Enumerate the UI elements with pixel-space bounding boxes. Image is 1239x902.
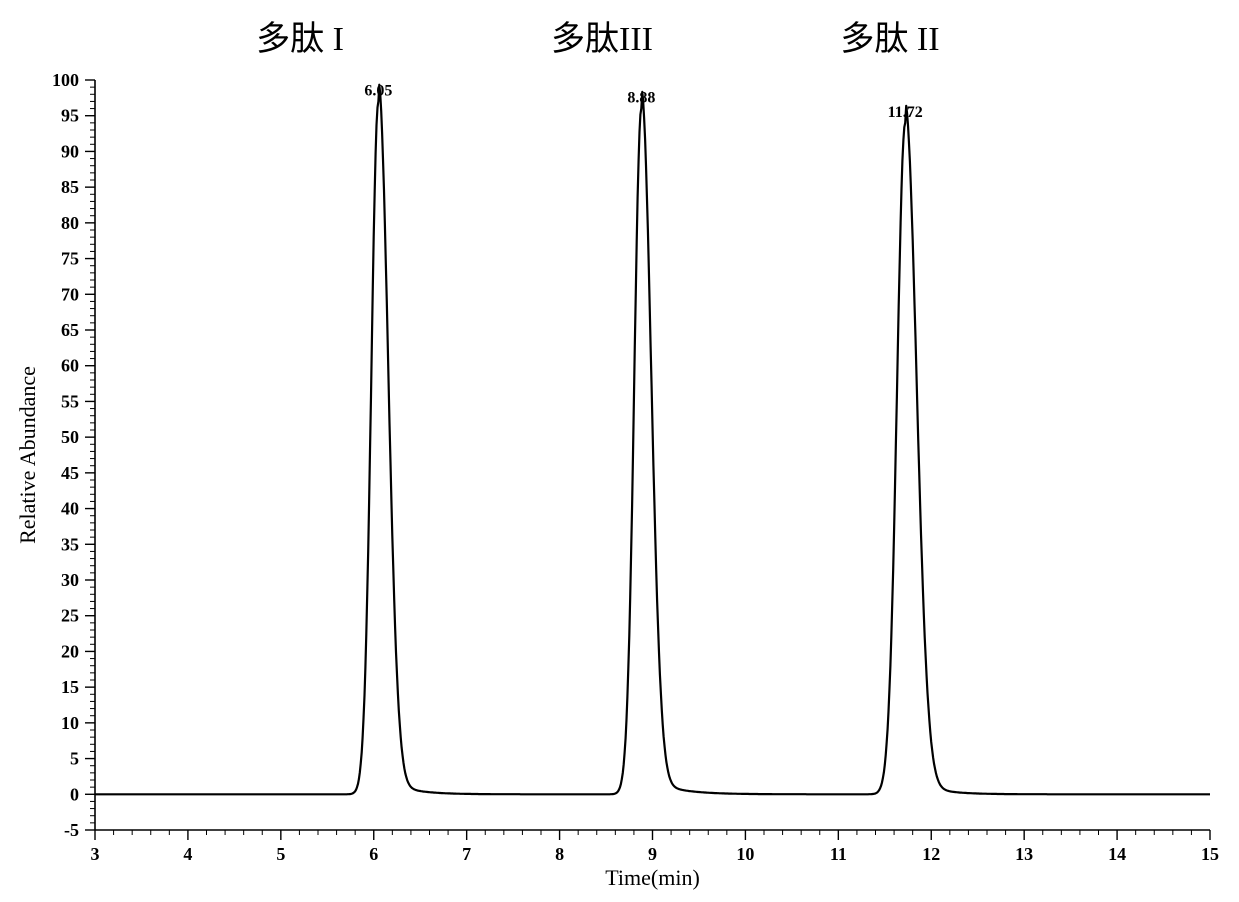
y-tick-label: 70	[61, 284, 79, 304]
chart-background	[0, 0, 1239, 902]
y-tick-label: 10	[61, 713, 79, 733]
x-tick-label: 12	[922, 844, 940, 864]
y-tick-label: 50	[61, 427, 79, 447]
x-tick-label: 11	[830, 844, 847, 864]
peak-label-3: 11.72	[888, 104, 923, 121]
peak-title-2: 多肽III	[551, 20, 653, 58]
y-tick-label: 100	[52, 70, 79, 90]
y-tick-label: 80	[61, 213, 79, 233]
y-tick-label: 60	[61, 356, 79, 376]
y-tick-label: 20	[61, 641, 79, 661]
y-tick-label: 45	[61, 463, 79, 483]
y-tick-label: 40	[61, 499, 79, 519]
y-tick-label: 75	[61, 249, 79, 269]
x-tick-label: 5	[276, 844, 285, 864]
y-tick-label: 55	[61, 391, 79, 411]
chromatogram-svg: 多肽 I多肽III多肽 II3456789101112131415Time(mi…	[0, 0, 1239, 902]
x-tick-label: 8	[555, 844, 564, 864]
x-tick-label: 4	[183, 844, 192, 864]
y-tick-label: 25	[61, 606, 79, 626]
y-tick-label: 95	[61, 106, 79, 126]
y-tick-label: 35	[61, 534, 79, 554]
y-tick-label: 15	[61, 677, 79, 697]
y-tick-label: 90	[61, 141, 79, 161]
x-tick-label: 9	[648, 844, 657, 864]
peak-title-1: 多肽 I	[256, 20, 344, 58]
y-tick-label: 0	[70, 784, 79, 804]
x-tick-label: 15	[1201, 844, 1219, 864]
x-tick-label: 6	[369, 844, 378, 864]
y-axis-label: Relative Abundance	[15, 366, 40, 544]
peak-title-3: 多肽 II	[840, 20, 939, 58]
y-tick-label: 65	[61, 320, 79, 340]
x-tick-label: 10	[736, 844, 754, 864]
x-tick-label: 13	[1015, 844, 1033, 864]
x-tick-label: 7	[462, 844, 471, 864]
x-tick-label: 3	[91, 844, 100, 864]
y-tick-label: 85	[61, 177, 79, 197]
x-axis-label: Time(min)	[605, 865, 700, 890]
peak-label-1: 6.05	[364, 82, 392, 99]
x-tick-label: 14	[1108, 844, 1126, 864]
y-tick-label: -5	[64, 820, 79, 840]
y-tick-label: 5	[70, 749, 79, 769]
peak-label-2: 8.88	[627, 90, 655, 107]
y-tick-label: 30	[61, 570, 79, 590]
